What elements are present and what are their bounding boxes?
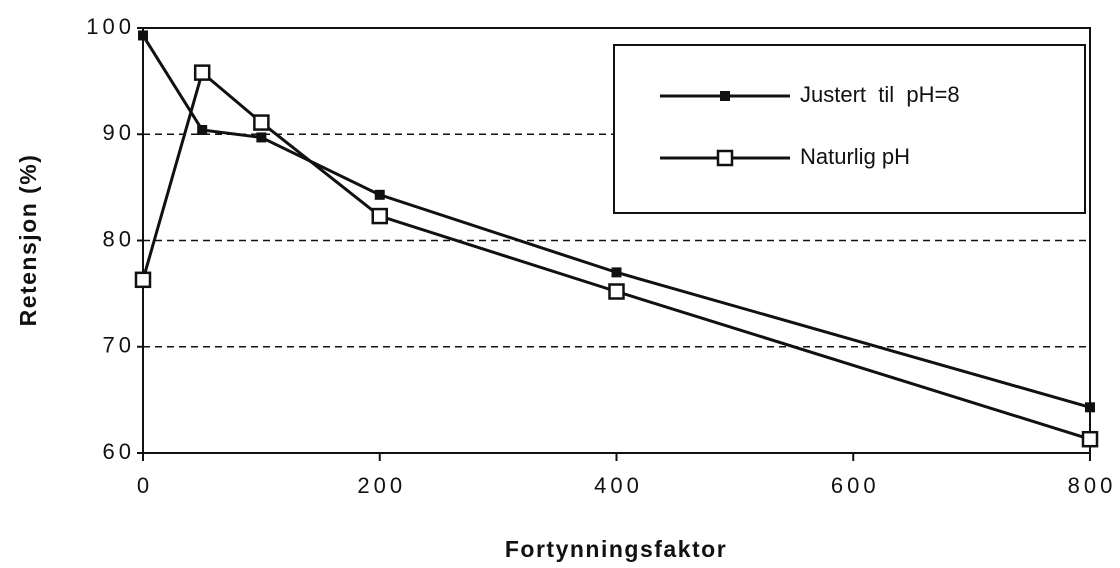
- legend-marker: [720, 91, 730, 101]
- x-tick-label: 600: [831, 473, 880, 498]
- y-tick-label: 100: [86, 14, 135, 39]
- x-tick-label: 0: [137, 473, 153, 498]
- point-marker: [1085, 402, 1095, 413]
- series-line: [141, 34, 1091, 409]
- legend-box: [613, 44, 1086, 214]
- x-axis-title: Fortynningsfaktor: [505, 536, 727, 562]
- point-marker: [193, 64, 211, 81]
- x-tick-label: 200: [357, 473, 406, 498]
- legend-marker: [716, 149, 734, 167]
- point-marker: [371, 207, 388, 225]
- point-marker: [1081, 430, 1099, 448]
- x-tick-label: 800: [1068, 473, 1117, 498]
- y-tick-label: 60: [103, 439, 135, 464]
- y-tick-label: 70: [103, 333, 135, 358]
- legend-label: Naturlig pH: [800, 144, 910, 169]
- y-axis-title: Retensjon (%): [15, 154, 41, 327]
- point-marker: [611, 267, 622, 278]
- point-marker: [138, 30, 148, 41]
- y-tick-label: 80: [103, 226, 135, 251]
- point-marker: [253, 114, 270, 131]
- point-marker: [608, 283, 625, 300]
- point-marker: [134, 271, 152, 289]
- legend-label: Justert til pH=8: [800, 82, 960, 107]
- series-line: [141, 69, 1091, 441]
- y-tick-label: 90: [103, 120, 135, 145]
- plot-frame: [142, 27, 1091, 454]
- point-marker: [374, 189, 385, 200]
- point-marker: [197, 125, 208, 135]
- x-tick-label: 400: [594, 473, 643, 498]
- point-marker: [256, 132, 267, 143]
